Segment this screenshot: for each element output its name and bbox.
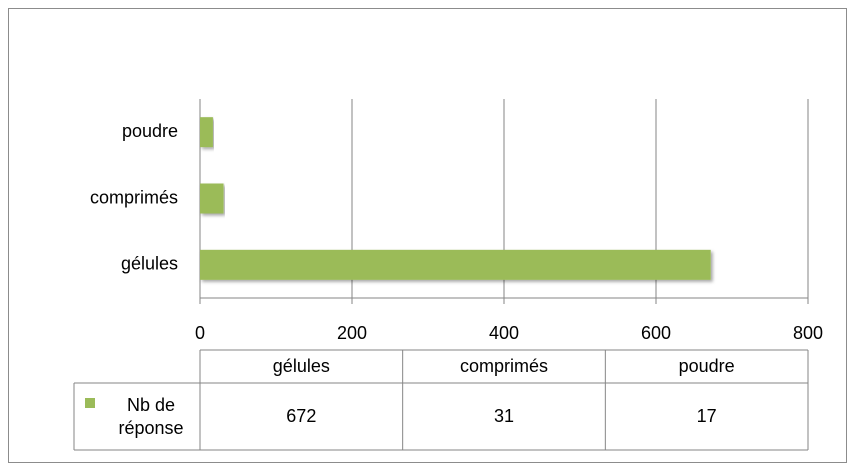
table-header: gélules — [272, 356, 330, 376]
legend-swatch — [85, 398, 95, 408]
legend-label: Nb de réponse — [118, 395, 184, 438]
y-tick-label: gélules — [121, 254, 178, 274]
bar — [200, 117, 213, 148]
x-tick-label: 800 — [793, 323, 823, 343]
table-header: poudre — [678, 356, 735, 376]
bar — [200, 183, 224, 214]
x-tick-label: 200 — [337, 323, 367, 343]
table-value: 672 — [286, 406, 317, 426]
x-tick-label: 0 — [195, 323, 205, 343]
table-value: 31 — [493, 406, 514, 426]
x-tick-label: 400 — [489, 323, 519, 343]
chart-border — [8, 8, 847, 463]
y-tick-label: poudre — [122, 121, 178, 141]
table-header: comprimés — [459, 356, 548, 376]
y-tick-label: comprimés — [90, 187, 178, 207]
x-tick-label: 600 — [641, 323, 671, 343]
table-value: 17 — [696, 406, 717, 426]
bar — [200, 249, 711, 280]
